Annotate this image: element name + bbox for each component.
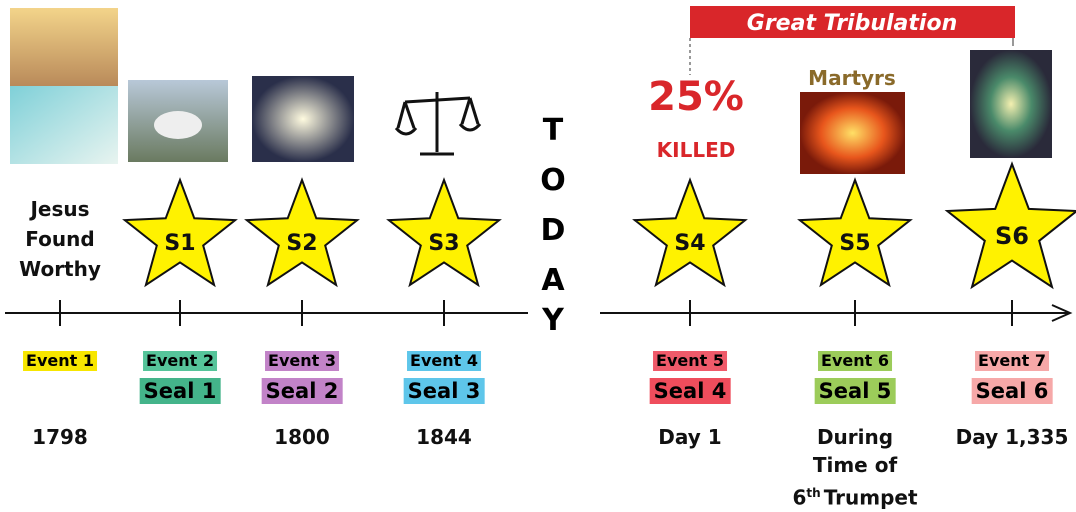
today-letter: Y — [542, 303, 564, 338]
note-text: Jesus — [30, 196, 89, 222]
star-label: S5 — [839, 231, 870, 256]
star-label: S3 — [428, 231, 459, 256]
seal-label: Seal 4 — [650, 378, 731, 404]
image — [10, 86, 118, 164]
today-letter: T — [543, 113, 563, 148]
seal-label: Seal 2 — [262, 378, 343, 404]
image-detail — [154, 111, 202, 139]
star-label: S1 — [164, 231, 195, 256]
note-text: Worthy — [19, 256, 101, 282]
image — [252, 76, 354, 162]
star-label: S2 — [286, 231, 317, 256]
killed-percent: 25% — [648, 74, 744, 120]
star-label: S6 — [995, 222, 1029, 250]
image — [10, 8, 118, 86]
today-letter: A — [541, 263, 564, 298]
event-label: Event 4 — [407, 351, 481, 371]
event-date: Time of — [813, 452, 897, 478]
seal-label: Seal 6 — [972, 378, 1053, 404]
date-part: 6 — [792, 486, 806, 510]
event-label: Event 3 — [265, 351, 339, 371]
killed-text: KILLED — [657, 138, 736, 162]
event-date: Day 1 — [658, 424, 721, 450]
banner-title: Great Tribulation — [747, 11, 957, 36]
seal-label: Seal 1 — [140, 378, 221, 404]
seal-label: Seal 5 — [815, 378, 896, 404]
timeline-diagram: Great Tribulation S1 S2 S3 S4 S5 S6 TODAY Jesus… — [0, 0, 1076, 512]
seal-label: Seal 3 — [404, 378, 485, 404]
event-label: Event 2 — [143, 351, 217, 371]
event-date: 1800 — [274, 424, 330, 450]
event-date: During — [817, 424, 893, 450]
star-label: S4 — [674, 231, 705, 256]
date-part: Trumpet — [824, 486, 918, 510]
graphics: Great Tribulation S1 S2 S3 S4 S5 S6 — [0, 0, 1076, 512]
today-letter: O — [540, 163, 566, 198]
today-letter: D — [541, 213, 566, 248]
event-label: Event 7 — [975, 351, 1049, 371]
event-date: Day 1,335 — [956, 424, 1069, 450]
date-part: th — [806, 486, 820, 500]
event-label: Event 1 — [23, 351, 97, 371]
event-date: 6th Trumpet — [792, 480, 917, 511]
event-label: Event 5 — [653, 351, 727, 371]
event-date: 1844 — [416, 424, 472, 450]
image — [800, 92, 905, 174]
martyrs-text: Martyrs — [808, 66, 896, 90]
event-date: 1798 — [32, 424, 88, 450]
image — [970, 50, 1052, 158]
note-text: Found — [25, 226, 94, 252]
scales-icon — [396, 92, 480, 154]
event-label: Event 6 — [818, 351, 892, 371]
